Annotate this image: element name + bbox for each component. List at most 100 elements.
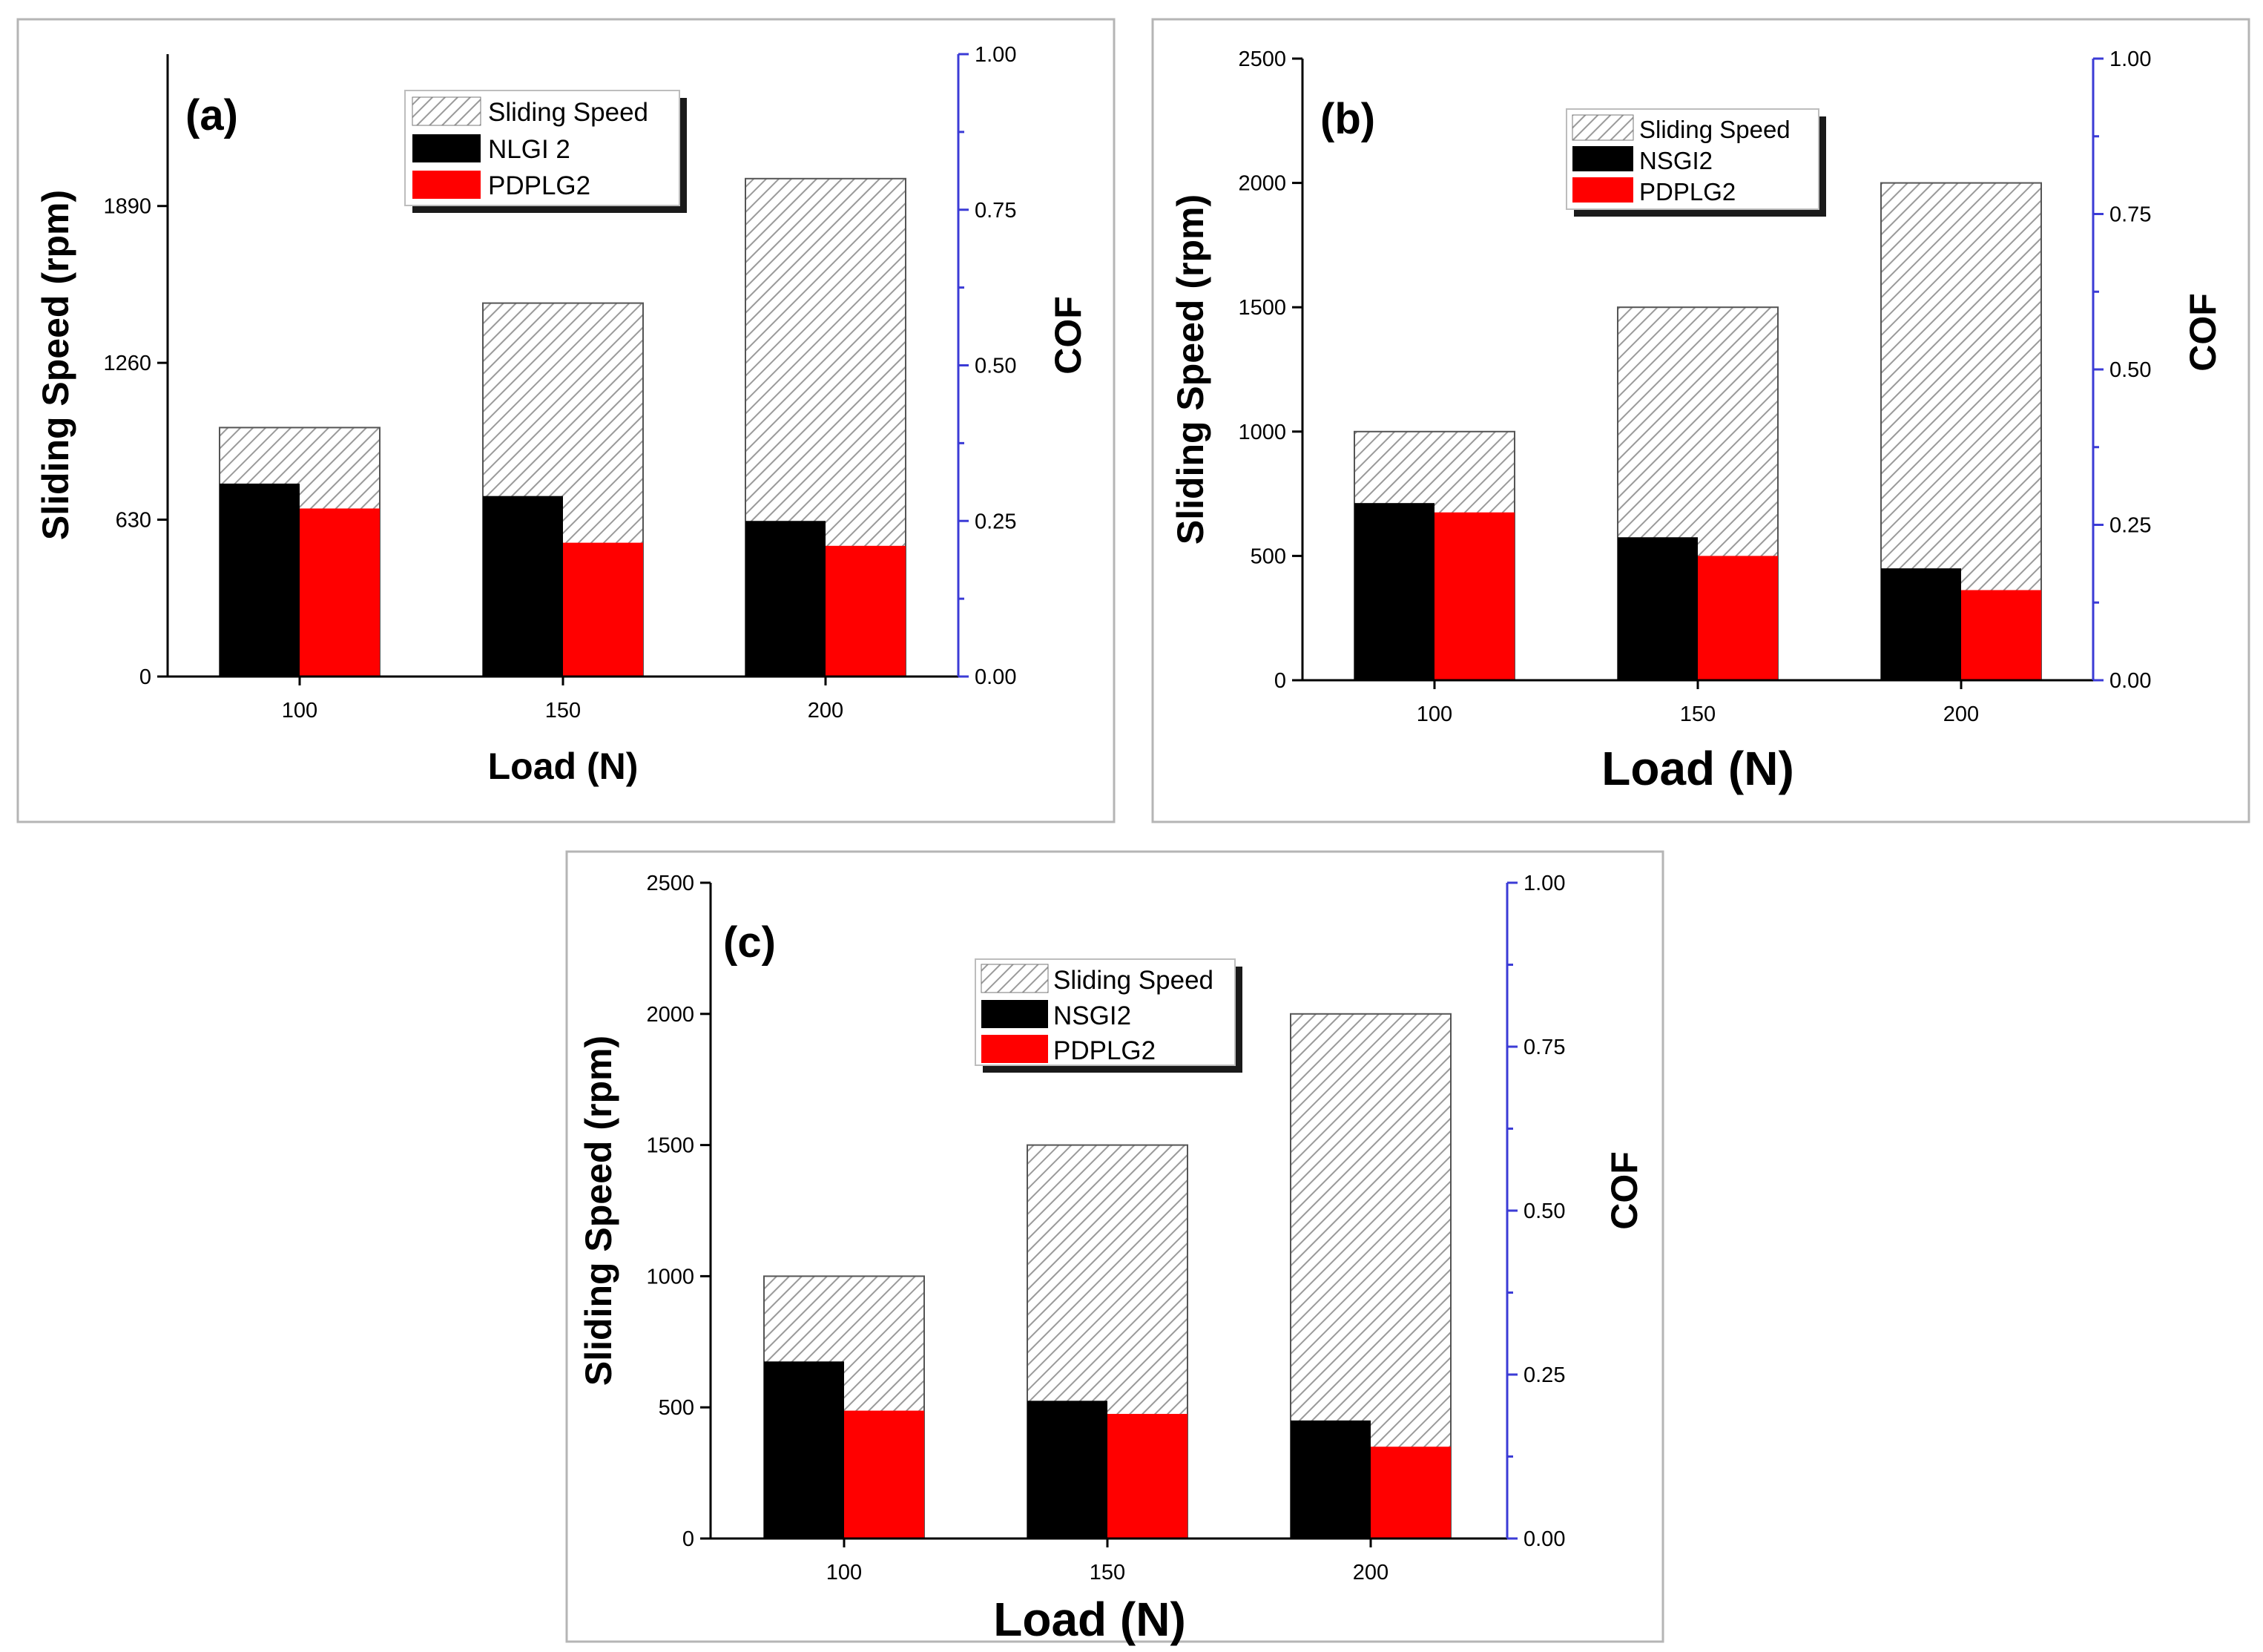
y-axis-title: Sliding Speed (rpm) [578,1036,619,1386]
bar-cof-nlgi-2-150 [483,496,563,677]
x-axis-title: Load (N) [993,1593,1186,1646]
y-tick-label: 2000 [1238,172,1286,196]
y2-tick-label: 0.50 [2109,358,2151,382]
bar-cof-pdplg2-100 [300,508,380,677]
legend-swatch-grease-b [412,171,481,199]
y2-tick-label: 0.00 [975,665,1016,689]
x-ticks: 100 150 200 [826,1539,1389,1584]
y-tick-label: 0 [139,665,151,689]
x-tick-label: 200 [1943,702,1979,726]
panel-label: (c) [723,918,776,967]
y2-tick-label: 0.75 [975,199,1016,223]
chart-panel-a: (a) 0 630 1260 1890 0.00 0.25 0.50 0.75 1.00 10… [16,18,1116,823]
bar-cof-nsgi2-150 [1027,1401,1107,1539]
panel-frame [16,18,1116,823]
bar-cof-pdplg2-200 [826,545,906,677]
legend-label-grease-a: NSGI2 [1053,1001,1131,1030]
y-axis-title: Sliding Speed (rpm) [1170,194,1211,544]
y2-tick-label: 1.00 [975,43,1016,67]
bar-cof-pdplg2-150 [563,542,643,677]
bar-cof-pdplg2-100 [1434,512,1515,680]
legend-label-grease-b: PDPLG2 [1053,1036,1156,1065]
y2-tick-label: 0.00 [2109,669,2151,693]
bar-cof-pdplg2-100 [844,1410,924,1539]
panel-label: (a) [185,91,238,139]
left-y-ticks: 0 500 1000 1500 2000 2500 [646,872,711,1551]
y2-tick-label: 0.50 [1524,1199,1565,1223]
y-tick-label: 500 [659,1396,694,1420]
y2-tick-label: 0.25 [1524,1363,1565,1387]
y-tick-label: 1000 [1238,421,1286,444]
y2-tick-label: 0.25 [2109,514,2151,538]
legend-swatch-grease-b [1572,177,1633,203]
y-tick-label: 630 [116,509,151,533]
legend-label-grease-b: PDPLG2 [488,171,590,200]
legend-swatch-grease-a [1572,146,1633,171]
bar-cof-nsgi2-150 [1618,537,1698,680]
x-tick-label: 150 [1680,702,1716,726]
x-ticks: 100 150 200 [1417,680,1979,726]
x-axis-title: Load (N) [488,746,639,787]
bars-group [763,1013,1452,1540]
x-tick-label: 100 [1417,702,1452,726]
bar-cof-pdplg2-150 [1107,1414,1188,1539]
legend-label-grease-b: PDPLG2 [1639,178,1736,205]
legend-label-speed: Sliding Speed [488,98,648,127]
y-tick-label: 1000 [646,1265,694,1289]
legend-label-speed: Sliding Speed [1639,116,1791,143]
bar-cof-pdplg2-200 [1371,1447,1451,1539]
x-tick-label: 100 [282,699,317,723]
panel-frame [1151,18,2250,823]
bar-cof-nlgi-2-200 [745,521,826,677]
x-tick-label: 200 [1353,1561,1389,1584]
x-axis-title: Load (N) [1601,742,1794,795]
y2-tick-label: 1.00 [1524,872,1565,895]
right-y-ticks: 0.00 0.25 0.50 0.75 1.00 [1507,872,1565,1551]
y2-axis-title: COF [1604,1151,1645,1230]
legend: Sliding Speed NSGI2 PDPLG2 [1566,108,1826,217]
y-tick-label: 0 [682,1527,694,1551]
chart-panel-c: (c) 0 500 1000 1500 2000 2500 0.00 0.25 0.50 0.7… [565,850,1664,1646]
panel-frame [565,850,1664,1643]
bars-group [1354,182,2042,682]
right-y-ticks: 0.00 0.25 0.50 0.75 1.00 [958,43,1016,689]
y-axis-title: Sliding Speed (rpm) [35,190,76,540]
legend-swatch-speed [1572,114,1634,141]
x-tick-label: 100 [826,1561,862,1584]
panel-label: (b) [1320,95,1375,143]
legend-label-grease-a: NSGI2 [1639,147,1713,174]
y-tick-label: 2500 [1238,47,1286,71]
y-tick-label: 500 [1251,544,1286,568]
y2-tick-label: 0.75 [2109,203,2151,227]
legend-swatch-grease-a [981,1000,1048,1028]
y-tick-label: 1260 [103,352,151,375]
legend-swatch-grease-a [412,134,481,162]
chart-panel-b: (b) 0 500 1000 1500 2000 2500 0.00 0.25 0.50 0.7… [1151,18,2250,823]
x-tick-label: 200 [808,699,843,723]
y2-axis-title: COF [2182,293,2224,372]
y2-tick-label: 0.50 [975,355,1016,378]
left-y-ticks: 0 500 1000 1500 2000 2500 [1238,47,1302,693]
left-y-ticks: 0 630 1260 1890 [103,195,168,689]
y-tick-label: 2500 [646,872,694,895]
legend-label-speed: Sliding Speed [1053,966,1213,995]
y2-axis-title: COF [1047,296,1089,375]
y-tick-label: 1500 [646,1134,694,1158]
y2-tick-label: 1.00 [2109,47,2151,71]
y2-tick-label: 0.00 [1524,1527,1565,1551]
legend-swatch-grease-b [981,1035,1048,1063]
bar-cof-nsgi2-100 [764,1361,844,1539]
right-y-ticks: 0.00 0.25 0.50 0.75 1.00 [2093,47,2151,693]
bar-cof-pdplg2-200 [1961,590,2041,680]
bar-cof-pdplg2-150 [1698,556,1778,680]
legend-label-grease-a: NLGI 2 [488,135,570,164]
bar-cof-nlgi-2-100 [220,483,300,677]
bar-cof-nsgi2-100 [1354,503,1434,680]
y-tick-label: 0 [1274,669,1286,693]
y-tick-label: 1500 [1238,296,1286,320]
y-tick-label: 2000 [646,1003,694,1027]
bar-cof-nsgi2-200 [1291,1420,1371,1539]
bars-group [219,177,906,678]
x-tick-label: 150 [545,699,581,723]
